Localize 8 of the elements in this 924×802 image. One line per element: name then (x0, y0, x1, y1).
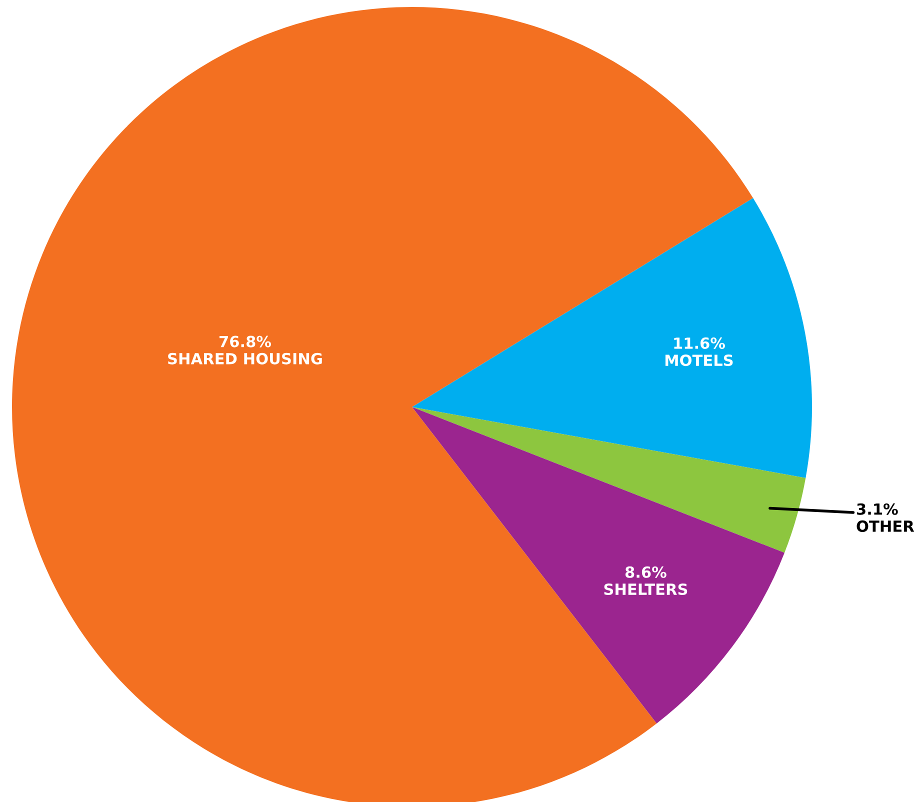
slice-label: OTHER (856, 520, 914, 532)
slice-label: MOTELS (665, 354, 733, 366)
slice-label: SHARED HOUSING (168, 352, 322, 364)
slice-label: SHELTERS (604, 583, 688, 596)
data-label: 3.1% (857, 503, 898, 515)
data-label: 8.6% (625, 566, 666, 578)
data-label: 76.8% (220, 336, 272, 348)
data-label: 11.6% (674, 337, 725, 349)
